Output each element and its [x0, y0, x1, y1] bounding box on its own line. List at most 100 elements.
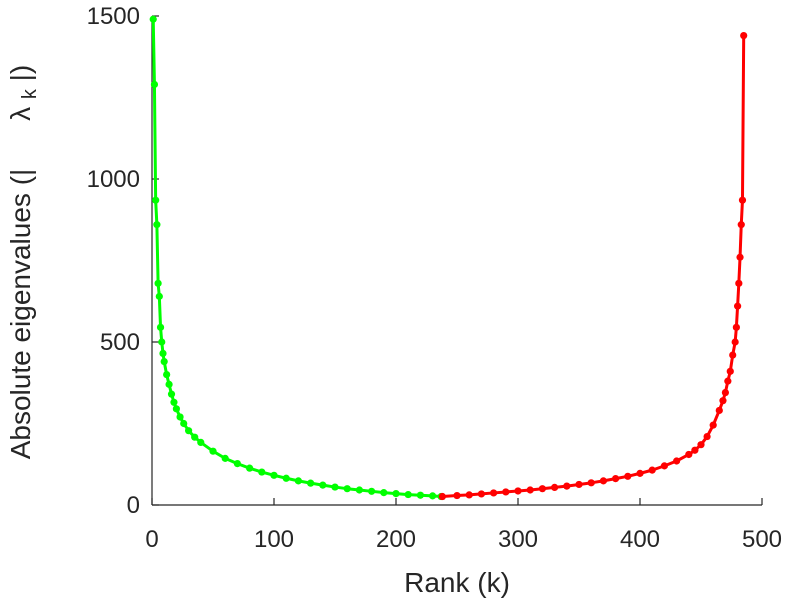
series-2-point — [599, 477, 608, 485]
series-2-point — [703, 432, 711, 441]
y-axis-label-subscript: k — [19, 88, 41, 99]
series-1-point — [172, 405, 180, 413]
series-1-point — [185, 427, 193, 435]
x-tick-label: 200 — [376, 526, 416, 553]
x-tick-label: 500 — [742, 526, 782, 553]
series-1-point — [307, 479, 315, 487]
series-2-line — [440, 34, 746, 499]
series-2-point — [648, 466, 656, 474]
series-2-point — [724, 377, 732, 385]
series-2-point — [465, 491, 473, 499]
x-tick-label: 100 — [254, 526, 294, 553]
series-2-point — [731, 338, 739, 346]
series-2-point — [735, 279, 743, 287]
series-1-line — [151, 17, 443, 499]
y-tick-label: 1500 — [87, 3, 140, 30]
series-1-point — [294, 477, 302, 485]
series-2-point — [721, 388, 730, 397]
series-1-point — [152, 196, 160, 204]
series-1-point — [258, 468, 266, 476]
series-2-point — [636, 469, 644, 477]
series-2-point — [691, 446, 699, 454]
y-axis-label-symbol: λ — [5, 107, 36, 121]
series-1-point — [270, 471, 278, 479]
series-1-point — [331, 483, 339, 491]
x-tick-label: 0 — [145, 526, 158, 553]
series-2-point — [660, 462, 669, 470]
series-2-point — [477, 490, 485, 498]
series-2-point — [738, 196, 747, 204]
series-2-point — [709, 421, 717, 429]
series-1-point — [191, 433, 199, 441]
series-2-point — [734, 302, 742, 310]
series-1-point — [180, 419, 188, 428]
series-1-point — [368, 487, 376, 495]
series-2-point — [612, 474, 620, 483]
series-2-point — [673, 457, 681, 465]
series-2-point — [551, 483, 559, 491]
series-1-point — [197, 438, 205, 447]
series-2-point — [575, 480, 583, 489]
series-2-point — [563, 482, 571, 490]
series-1-point — [221, 454, 229, 462]
series-2-point — [732, 323, 740, 331]
series-2-point — [729, 351, 737, 359]
series-1-point — [416, 491, 424, 499]
series-2-point — [502, 488, 510, 496]
series-2-point — [587, 479, 595, 487]
y-axis-label-prefix: Absolute eigenvalues (| — [5, 169, 36, 460]
series-layer — [149, 15, 748, 501]
series-1-point — [404, 490, 412, 499]
series-1-point — [149, 15, 157, 23]
axes — [151, 16, 762, 506]
series-2-point — [685, 450, 693, 459]
series-2-point — [740, 31, 748, 40]
x-ticks: 0 100 200 300 400 500 — [145, 498, 782, 553]
series-1-point — [165, 380, 173, 388]
series-1-point — [343, 485, 351, 493]
series-1-point — [154, 279, 162, 287]
series-1-point — [160, 357, 168, 366]
y-axis-label-suffix: |) — [5, 65, 36, 82]
series-1-point — [176, 413, 184, 421]
series-1-point — [150, 80, 159, 89]
series-2-point — [624, 472, 632, 480]
series-2-point — [719, 397, 727, 405]
series-2-point — [490, 489, 498, 497]
y-ticks: 0 500 1000 1500 — [87, 3, 159, 519]
series-2-point — [538, 485, 547, 493]
series-1-point — [158, 338, 166, 346]
series-1-point — [163, 371, 171, 379]
series-2-point — [736, 253, 744, 261]
series-1-point — [170, 398, 178, 406]
series-1-point — [153, 221, 161, 229]
series-1-point — [159, 349, 167, 358]
series-1-point — [319, 481, 327, 489]
series-1-point — [155, 292, 163, 300]
x-tick-label: 300 — [498, 526, 538, 553]
y-tick-label: 1000 — [87, 166, 140, 193]
y-tick-label: 500 — [100, 329, 140, 356]
x-axis-label: Rank (k) — [404, 567, 510, 598]
series-2-point — [737, 221, 745, 229]
series-1-point — [156, 323, 165, 331]
y-axis-label: Absolute eigenvalues (| λ k |) — [5, 65, 42, 460]
series-2-point — [514, 487, 522, 495]
series-1-point — [209, 447, 217, 455]
series-1-point — [282, 474, 290, 482]
series-1-point — [429, 492, 437, 500]
series-1-point — [380, 489, 388, 497]
x-tick-label: 400 — [620, 526, 660, 553]
y-tick-label: 0 — [127, 492, 140, 519]
series-1-point — [233, 459, 241, 468]
series-1-point — [392, 489, 400, 498]
series-1-point — [246, 464, 254, 472]
series-2-point — [438, 492, 446, 501]
series-2-point — [715, 406, 723, 415]
series-1-point — [167, 390, 176, 398]
series-2-point — [726, 367, 734, 375]
series-2-point — [526, 486, 534, 494]
series-2-point — [453, 491, 461, 500]
series-2-point — [697, 441, 705, 449]
